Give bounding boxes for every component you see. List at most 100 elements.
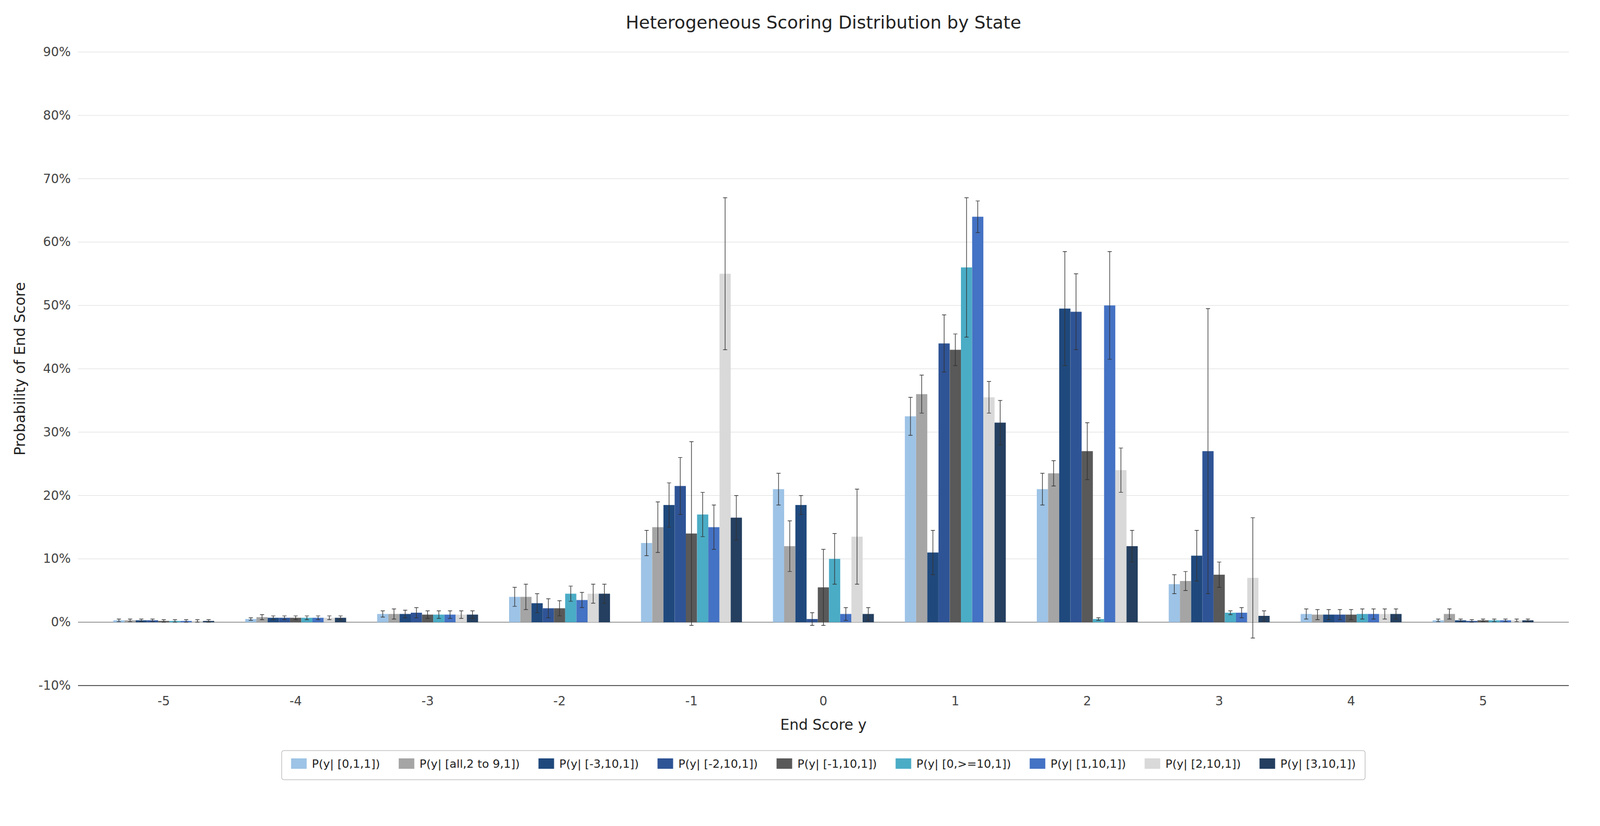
bar (904, 415, 917, 622)
error-bar (997, 400, 1003, 445)
bar (916, 394, 928, 622)
error-bar (248, 617, 253, 621)
chart: Heterogeneous Scoring Distribution by St… (0, 0, 1600, 826)
series-error-bars (206, 400, 1530, 622)
error-bar (161, 619, 166, 622)
error-bar (644, 530, 649, 556)
error-bar (866, 607, 871, 620)
error-bar (930, 530, 935, 575)
legend-label: P(y| [-2,10,1]) (678, 757, 758, 771)
grid-line (77, 368, 1569, 370)
series-bars (202, 422, 1534, 623)
x-tick-label: 0 (819, 693, 828, 709)
series-bars (191, 273, 1523, 622)
legend-swatch (657, 758, 673, 769)
series-error-bars (116, 397, 1441, 622)
error-bar (832, 533, 837, 584)
error-bar (942, 314, 947, 372)
error-bar (568, 586, 574, 602)
grid-line (77, 685, 1569, 686)
error-bar (1447, 608, 1452, 619)
legend-swatch (895, 758, 912, 769)
series-error-bars (150, 273, 1474, 626)
error-bar (436, 610, 441, 619)
x-tick-label: -1 (685, 693, 698, 709)
bar (1115, 470, 1127, 622)
y-tick-label: 90% (43, 44, 71, 60)
y-tick-label: 0% (50, 614, 71, 630)
series-bars (113, 415, 1445, 622)
error-bar (711, 504, 717, 550)
error-bar (1480, 618, 1486, 622)
error-bar (602, 583, 607, 604)
error-bar (172, 619, 177, 622)
legend-item: P(y| [3,10,1]) (1259, 757, 1356, 771)
error-bar (414, 607, 419, 618)
error-bar (271, 615, 276, 620)
error-bar (546, 598, 551, 618)
legend-swatch (291, 758, 307, 769)
legend-swatch (1259, 758, 1276, 769)
error-bar (139, 618, 144, 622)
error-bar (1337, 609, 1343, 620)
y-tick-label: 60% (43, 234, 71, 250)
series-error-bars (172, 197, 1497, 622)
legend-item: P(y| [2,10,1]) (1144, 757, 1241, 771)
legend-label: P(y| [3,10,1]) (1280, 757, 1356, 771)
grid-line (77, 51, 1569, 53)
grid-line (77, 431, 1569, 433)
error-bar (722, 197, 727, 350)
legend-label: P(y| [0,>=10,1]) (916, 757, 1011, 771)
y-tick-label: 80% (43, 108, 71, 123)
legend-label: P(y| [-3,10,1]) (559, 757, 640, 771)
error-bar (975, 200, 980, 233)
error-bar (655, 501, 660, 553)
x-axis-label: End Score y (779, 716, 867, 734)
error-bar (1062, 251, 1068, 366)
error-bar (1172, 574, 1177, 594)
bar (1070, 311, 1083, 622)
series-bars (147, 311, 1478, 622)
error-bar (282, 615, 287, 620)
error-bar (986, 381, 992, 413)
legend-swatch (776, 758, 792, 769)
y-grid (77, 51, 1569, 686)
error-bar (557, 600, 562, 616)
grid-line (77, 114, 1569, 116)
legend: P(y| [0,1,1])P(y| [all,2 to 9,1])P(y| [-… (281, 750, 1365, 780)
x-tick-label: 3 (1215, 693, 1224, 709)
legend-item: P(y| [all,2 to 9,1]) (398, 757, 520, 771)
error-bar (392, 608, 397, 619)
series-bars (135, 308, 1467, 622)
error-bar (327, 615, 332, 620)
error-bar (700, 492, 705, 537)
error-bar (798, 495, 803, 515)
error-bar (953, 333, 958, 366)
error-bar (535, 593, 540, 613)
series-error-bars (184, 200, 1508, 622)
x-tick-label: -3 (421, 693, 434, 709)
error-bar (787, 520, 792, 571)
error-bar (1262, 610, 1267, 621)
x-axis-line (77, 684, 1569, 686)
error-bar (1085, 422, 1090, 480)
error-bar (1326, 609, 1331, 620)
x-tick-label: -4 (289, 693, 303, 709)
bar (772, 488, 785, 622)
error-bar (1360, 608, 1365, 619)
error-bar (380, 610, 385, 617)
bar (983, 397, 995, 622)
bar (994, 422, 1007, 623)
marks (113, 197, 1534, 639)
error-bar (447, 610, 452, 619)
error-bar (127, 618, 133, 622)
error-bar (1436, 618, 1441, 622)
error-bar (1119, 447, 1124, 492)
y-tick-label: 50% (43, 297, 71, 313)
x-tick-label: 2 (1083, 693, 1091, 709)
error-bar (1315, 609, 1320, 620)
bar (949, 349, 961, 622)
bar (938, 343, 951, 622)
error-bar (206, 619, 211, 622)
grid-line (77, 305, 1569, 306)
